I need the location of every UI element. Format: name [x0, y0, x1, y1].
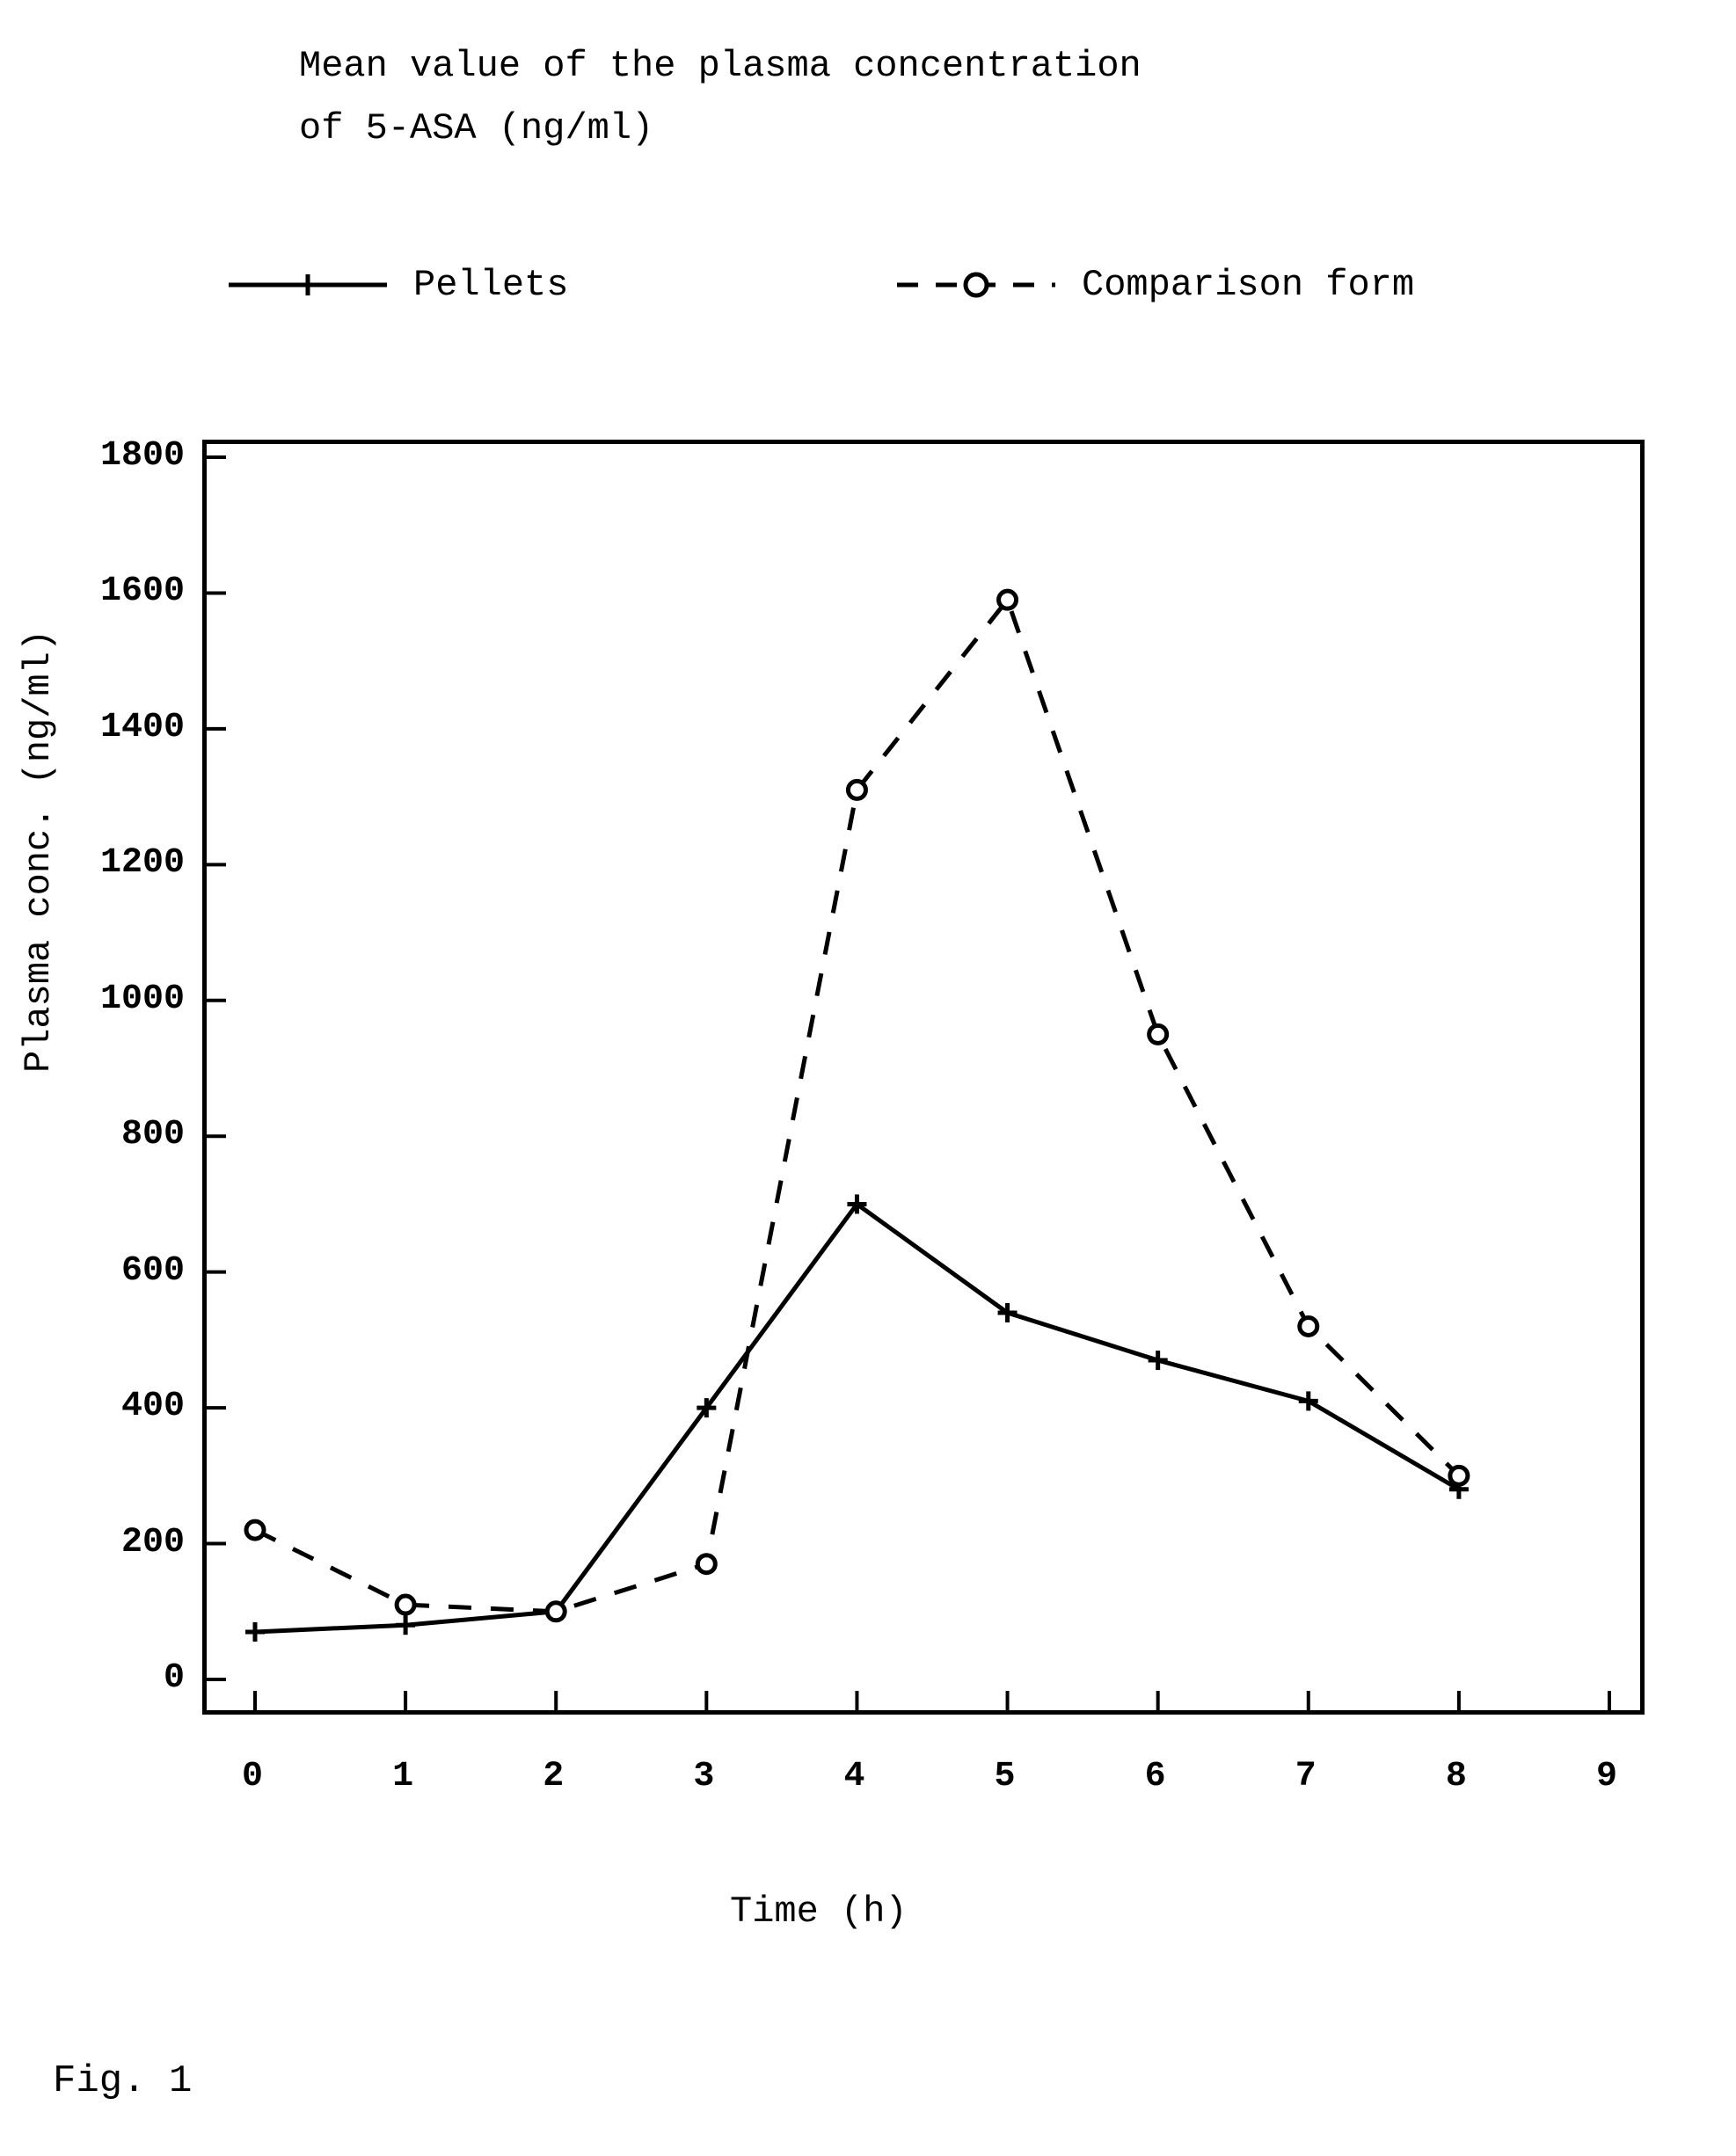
- legend-label: Comparison form: [1082, 264, 1414, 306]
- circle-marker: [1149, 1025, 1167, 1043]
- y-tick-label: 0: [88, 1658, 185, 1698]
- chart-area: 0200400600800100012001400160018000123456…: [202, 440, 1645, 1715]
- y-axis-title: Plasma conc. (ng/ml): [18, 630, 60, 1073]
- legend-item: Comparison form: [897, 264, 1414, 306]
- x-tick-label: 0: [242, 1757, 263, 1796]
- x-axis-title: Time (h): [730, 1890, 908, 1933]
- y-tick-label: 1400: [88, 708, 185, 747]
- chart-title: Mean value of the plasma concentration o…: [299, 35, 1142, 161]
- y-tick-label: 1800: [88, 436, 185, 476]
- x-tick-label: 7: [1295, 1757, 1317, 1796]
- page: Mean value of the plasma concentration o…: [0, 0, 1736, 2156]
- legend-item: Pellets: [229, 264, 568, 306]
- circle-marker: [246, 1521, 264, 1539]
- y-tick-label: 1600: [88, 572, 185, 611]
- x-tick-label: 4: [843, 1757, 864, 1796]
- y-tick-label: 800: [88, 1115, 185, 1154]
- circle-marker: [397, 1596, 414, 1613]
- y-tick-label: 1000: [88, 980, 185, 1019]
- x-tick-label: 8: [1446, 1757, 1467, 1796]
- x-tick-label: 6: [1145, 1757, 1166, 1796]
- chart-title-line1: Mean value of the plasma concentration: [299, 35, 1142, 98]
- chart-title-line2: of 5-ASA (ng/ml): [299, 98, 1142, 160]
- circle-marker: [1450, 1467, 1468, 1484]
- legend: Pellets Comparison form: [229, 264, 1548, 334]
- circle-marker: [697, 1555, 715, 1573]
- x-tick-label: 5: [995, 1757, 1016, 1796]
- circle-marker: [1300, 1317, 1317, 1335]
- x-tick-label: 2: [543, 1757, 564, 1796]
- circle-marker: [999, 591, 1017, 608]
- y-tick-label: 1200: [88, 843, 185, 883]
- x-tick-label: 1: [392, 1757, 413, 1796]
- legend-swatch: [229, 267, 387, 302]
- x-tick-label: 3: [693, 1757, 714, 1796]
- legend-swatch: [897, 267, 1055, 302]
- chart-svg: [202, 440, 1645, 1715]
- circle-marker: [848, 781, 865, 798]
- circle-marker: [547, 1603, 565, 1621]
- legend-label: Pellets: [413, 264, 568, 306]
- x-tick-label: 9: [1596, 1757, 1617, 1796]
- y-tick-label: 400: [88, 1387, 185, 1426]
- y-tick-label: 200: [88, 1523, 185, 1562]
- y-tick-label: 600: [88, 1251, 185, 1291]
- figure-label: Fig. 1: [53, 2059, 192, 2103]
